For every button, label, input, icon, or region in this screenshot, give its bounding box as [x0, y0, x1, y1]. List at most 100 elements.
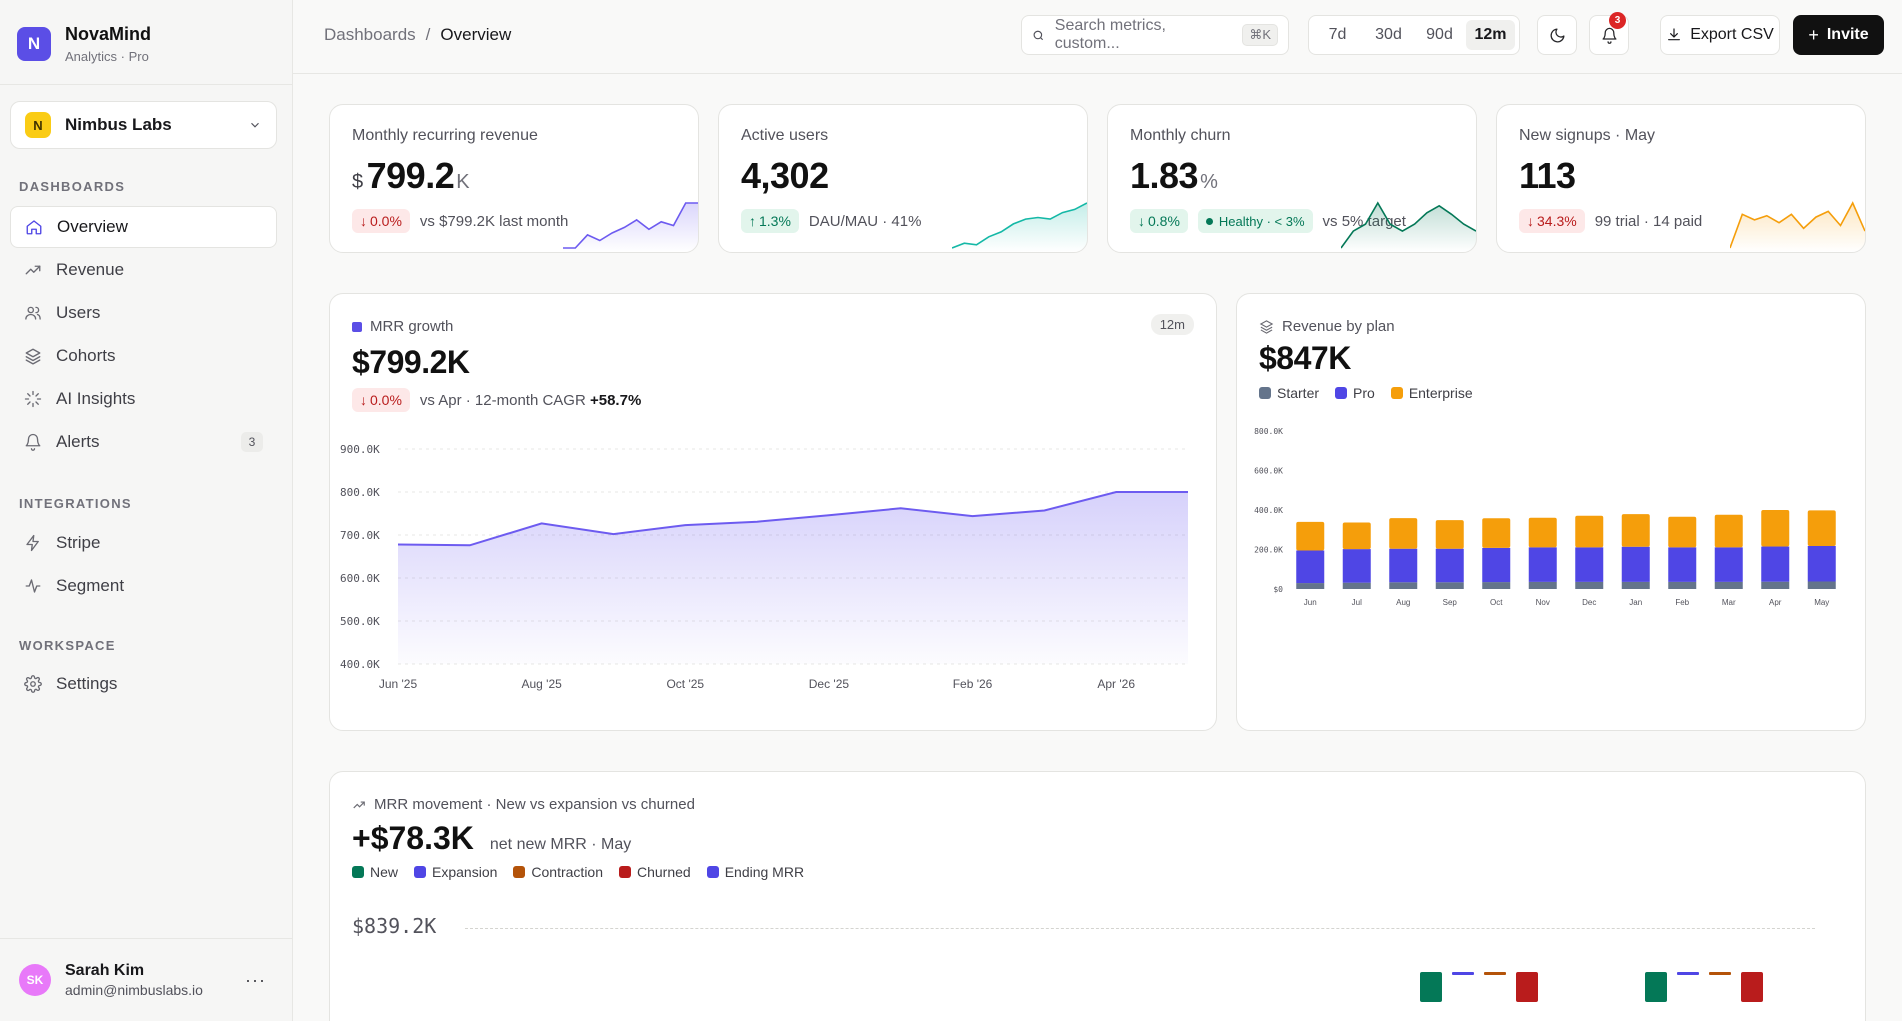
search-input[interactable]: Search metrics, custom... ⌘K: [1021, 15, 1289, 55]
breadcrumb-separator: /: [425, 25, 431, 44]
bar-segment-pro: [1575, 547, 1604, 582]
sidebar-item-users[interactable]: Users: [10, 292, 277, 334]
x-tick-label: Oct '25: [666, 677, 704, 691]
bar-segment-pro: [1528, 547, 1557, 582]
kpi-delta: 0.0%: [370, 213, 402, 229]
invite-label: Invite: [1826, 26, 1869, 43]
reference-line-label: $839.2K: [352, 914, 437, 938]
brand[interactable]: N NovaMind Analytics · Pro: [17, 24, 151, 64]
kpi-sparkline: [563, 202, 698, 252]
y-tick-label: 200.0K: [1254, 546, 1283, 555]
bar-segment-enterprise: [1482, 518, 1511, 548]
legend-item-ending-mrr[interactable]: Ending MRR: [706, 864, 804, 880]
y-tick-label: 700.0K: [340, 529, 380, 542]
moon-icon: [1550, 27, 1565, 42]
kpi-value: $799.2 K: [352, 155, 470, 197]
legend-item-starter[interactable]: Starter: [1259, 385, 1319, 401]
kpi-card-signups[interactable]: New signups · May 113 ↓ 34.3% 99 trial · …: [1496, 104, 1866, 253]
delta-badge: ↓ 0.0%: [352, 388, 410, 412]
export-csv-button[interactable]: Export CSV: [1660, 15, 1780, 55]
legend-item-contraction[interactable]: Contraction: [513, 864, 603, 880]
mrr-growth-title: MRR growth: [370, 318, 454, 335]
theme-toggle-button[interactable]: [1537, 15, 1577, 55]
user-profile[interactable]: SK Sarah Kim admin@nimbuslabs.io ···: [0, 938, 292, 1021]
mrr-movement-title: MRR movement · New vs expansion vs churn…: [374, 796, 695, 813]
comparison-label: vs Apr · 12-month CAGR: [419, 391, 586, 409]
sidebar-item-label: Stripe: [56, 533, 101, 552]
invite-button[interactable]: + Invite: [1793, 15, 1884, 55]
kpi-card-active-users[interactable]: Active users 4,302 ↑ 1.3% DAU/MAU · 41%: [718, 104, 1088, 253]
topbar: Dashboards / Overview Search metrics, cu…: [293, 0, 1902, 74]
legend-label: Contraction: [531, 864, 603, 880]
sidebar-item-segment[interactable]: Segment: [10, 565, 277, 607]
sparkline-area: [952, 203, 1087, 252]
kpi-delta-badge: ↓ 0.8%: [1130, 209, 1188, 233]
sidebar-item-cohorts[interactable]: Cohorts: [10, 335, 277, 377]
legend-item-new[interactable]: New: [352, 864, 398, 880]
legend-item-pro[interactable]: Pro: [1335, 385, 1375, 401]
x-tick-label: Nov: [1536, 598, 1550, 607]
x-tick-label: Aug: [1396, 598, 1410, 607]
arrow-down-icon: ↓: [360, 392, 367, 408]
sidebar-item-ai-insights[interactable]: AI Insights: [10, 378, 277, 420]
kpi-sparkline: [952, 202, 1087, 252]
sidebar-item-label: Cohorts: [56, 346, 116, 365]
workspace-switcher[interactable]: N Nimbus Labs: [10, 101, 277, 149]
kpi-value: 1.83%: [1130, 155, 1218, 197]
user-email: admin@nimbuslabs.io: [65, 982, 203, 998]
mrr-movement-value: +$78.3K: [352, 820, 474, 856]
legend-swatch: [352, 866, 364, 878]
mrr-line: [397, 491, 1188, 547]
legend-swatch: [1390, 387, 1403, 399]
mrr-movement-meta: net new MRR · May: [489, 836, 632, 853]
brand-name: NovaMind: [65, 24, 152, 44]
x-tick-label: Aug '25: [521, 677, 562, 691]
bar-segment-pro: [1621, 546, 1650, 582]
legend-item-enterprise[interactable]: Enterprise: [1390, 385, 1473, 401]
kpi-card-mrr[interactable]: Monthly recurring revenue $799.2 K ↓ 0.0% …: [329, 104, 699, 253]
legend-swatch: [1259, 387, 1271, 399]
legend-label: Pro: [1353, 385, 1375, 401]
sidebar-item-settings[interactable]: Settings: [10, 663, 277, 705]
sparkline-line: [563, 202, 698, 249]
x-tick-label: Mar: [1722, 598, 1736, 607]
kpi-sparkline: [1730, 201, 1865, 252]
range-90d-button[interactable]: 90d: [1426, 26, 1453, 43]
legend-swatch: [1335, 387, 1348, 399]
notification-count-badge: 3: [1609, 12, 1626, 29]
bar-segment-starter: [1807, 581, 1836, 589]
sparkle-icon: [24, 390, 42, 408]
more-options-icon[interactable]: ···: [245, 969, 266, 990]
kpi-delta: 0.8%: [1148, 213, 1180, 229]
bar-expansion: [1677, 972, 1699, 975]
notifications-button[interactable]: 3: [1589, 12, 1629, 55]
sidebar-item-stripe[interactable]: Stripe: [10, 522, 277, 564]
breadcrumb-dashboards[interactable]: Dashboards: [324, 25, 416, 44]
legend-label: New: [370, 864, 399, 880]
sparkline-area: [1341, 203, 1476, 252]
x-tick-label: Jul: [1352, 598, 1362, 607]
sidebar-item-label: Settings: [56, 674, 118, 693]
legend-item-expansion[interactable]: Expansion: [414, 864, 497, 880]
revenue-by-plan-card: Revenue by plan $847K Starter Pro Enterp…: [1236, 293, 1866, 731]
workspace-name: Nimbus Labs: [65, 115, 172, 134]
sidebar-item-revenue[interactable]: Revenue: [10, 249, 277, 291]
range-7d-button[interactable]: 7d: [1328, 26, 1347, 43]
sidebar-item-overview[interactable]: Overview: [10, 206, 277, 248]
status-dot-icon: [1205, 217, 1213, 225]
arrow-down-icon: ↓: [360, 213, 367, 229]
kpi-meta: ↓ 34.3% 99 trial · 14 paid: [1519, 209, 1702, 233]
kpi-card-churn[interactable]: Monthly churn 1.83% ↓ 0.8% Healthy · < 3%…: [1107, 104, 1477, 253]
kpi-label: Active users: [741, 127, 829, 144]
legend-swatch: [706, 866, 719, 878]
brand-subtitle: Analytics · Pro: [65, 49, 149, 64]
mrr-growth-value: $799.2K: [352, 344, 470, 380]
kpi-label: Monthly recurring revenue: [352, 127, 538, 144]
range-12m-button[interactable]: 12m: [1466, 20, 1515, 50]
user-name: Sarah Kim: [65, 962, 145, 979]
sidebar-item-alerts[interactable]: Alerts 3: [10, 421, 277, 463]
mrr-area: [398, 492, 1188, 664]
legend-item-churned[interactable]: Churned: [619, 864, 691, 880]
range-30d-button[interactable]: 30d: [1375, 26, 1402, 43]
sparkline-area: [1730, 203, 1865, 252]
